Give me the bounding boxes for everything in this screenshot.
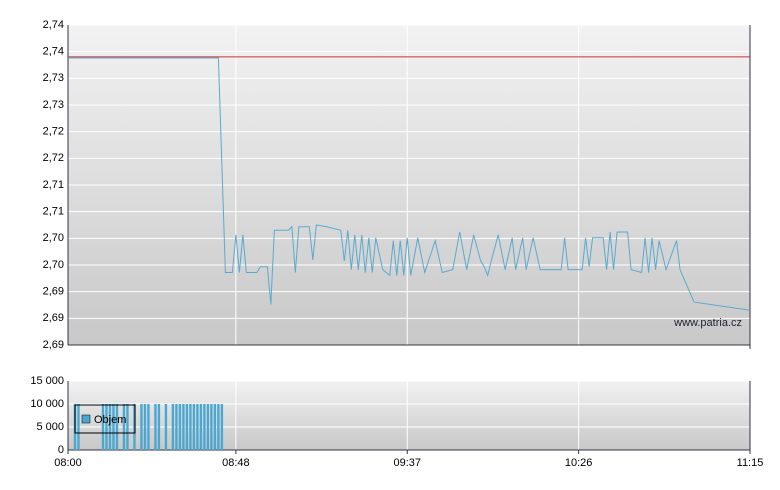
y-tick-label: 2,69 [43, 339, 64, 351]
volume-bar [112, 404, 115, 450]
x-tick-label: 09:37 [393, 457, 421, 469]
volume-bar [126, 404, 129, 450]
y-tick-label: 15 000 [30, 375, 64, 387]
y-tick-label: 2,73 [43, 99, 64, 111]
volume-bar [192, 404, 196, 450]
y-tick-label: 2,71 [43, 206, 64, 218]
volume-bar [164, 404, 168, 450]
x-tick-label: 10:26 [565, 457, 593, 469]
volume-bar [203, 404, 206, 450]
y-tick-label: 2,70 [43, 259, 64, 271]
volume-bar [77, 404, 80, 450]
watermark: www.patria.cz [673, 317, 742, 329]
volume-bar [178, 404, 182, 450]
volume-bar [171, 404, 175, 450]
y-tick-label: 10 000 [30, 398, 64, 410]
volume-bar [108, 404, 112, 450]
volume-bar [175, 404, 178, 450]
volume-bar [154, 404, 157, 450]
volume-bar [210, 404, 213, 450]
y-tick-label: 2,72 [43, 152, 64, 164]
y-tick-label: 2,69 [43, 312, 64, 324]
volume-bar [217, 404, 220, 450]
volume-bar [189, 404, 192, 450]
y-tick-label: 2,69 [43, 286, 64, 298]
volume-bar [157, 404, 161, 450]
y-tick-label: 2,72 [43, 126, 64, 138]
volume-plot-area [68, 381, 750, 450]
volume-bar [122, 404, 126, 450]
volume-bar [115, 404, 119, 450]
y-tick-label: 2,74 [43, 46, 64, 58]
x-tick-label: 08:48 [222, 457, 250, 469]
legend-box [74, 404, 136, 434]
volume-bar [196, 404, 199, 450]
legend-swatch [81, 414, 91, 424]
y-tick-label: 2,74 [43, 19, 64, 31]
volume-bar [101, 404, 105, 450]
y-tick-label: 0 [58, 444, 64, 456]
price-line [68, 57, 751, 311]
y-tick-label: 2,71 [43, 179, 64, 191]
volume-bar [199, 404, 203, 450]
legend-label: Objem [94, 414, 126, 426]
volume-bar [143, 404, 147, 450]
volume-bar [220, 404, 224, 450]
volume-bar [185, 404, 189, 450]
volume-bar [133, 404, 136, 450]
volume-bar [213, 404, 217, 450]
volume-bar [206, 404, 210, 450]
volume-bar [147, 404, 150, 450]
x-tick-label: 11:15 [737, 457, 764, 469]
y-tick-label: 5 000 [36, 421, 64, 433]
volume-bar [105, 404, 108, 450]
y-tick-label: 2,73 [43, 72, 64, 84]
volume-bar [182, 404, 185, 450]
volume-bar [140, 404, 143, 450]
x-tick-label: 08:00 [54, 457, 82, 469]
y-tick-label: 2,70 [43, 232, 64, 244]
